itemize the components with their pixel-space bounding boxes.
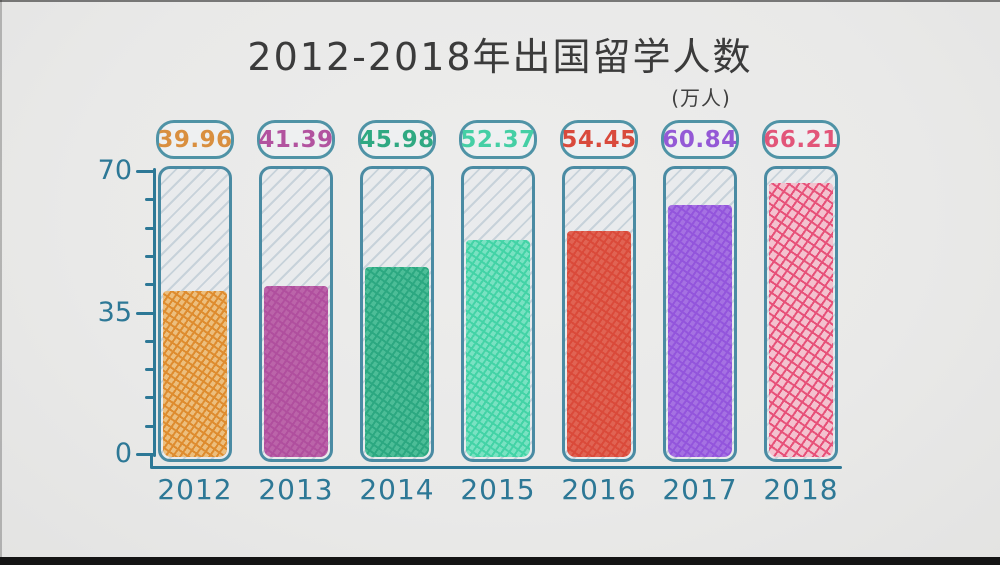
bar-group-2012: 39.96 2012 <box>155 120 235 506</box>
bar-group-2017: 60.84 2017 <box>660 120 740 506</box>
value-badge: 54.45 <box>560 120 638 159</box>
bar-tube <box>663 166 737 462</box>
frame-top-edge <box>0 0 1000 2</box>
bar-group-2016: 54.45 2016 <box>559 120 639 506</box>
year-label: 2012 <box>157 473 233 506</box>
value-label: 52.37 <box>460 126 536 153</box>
value-badge: 45.98 <box>358 120 436 159</box>
year-label: 2016 <box>561 473 637 506</box>
y-tick-label-70: 70 <box>97 155 132 186</box>
frame-left-edge <box>0 0 2 565</box>
year-label: 2017 <box>662 473 738 506</box>
bar-group-2015: 52.37 2015 <box>458 120 538 506</box>
bars-row: 39.96 2012 41.39 2013 45.98 2014 52.37 2… <box>155 120 841 506</box>
value-label: 60.84 <box>662 126 738 153</box>
bar-group-2014: 45.98 2014 <box>357 120 437 506</box>
year-label: 2014 <box>359 473 435 506</box>
value-badge: 60.84 <box>661 120 739 159</box>
bar-tube <box>259 166 333 462</box>
bar-tube <box>562 166 636 462</box>
year-label: 2018 <box>763 473 839 506</box>
bar-tube <box>360 166 434 462</box>
value-label: 45.98 <box>359 126 435 153</box>
bar-group-2018: 66.21 2018 <box>761 120 841 506</box>
value-badge: 41.39 <box>257 120 335 159</box>
x-axis-left-hook <box>150 453 153 468</box>
chart-title: 2012-2018年出国留学人数 <box>247 35 753 79</box>
bar-fill <box>668 204 732 457</box>
value-label: 54.45 <box>561 126 637 153</box>
bar-tube <box>461 166 535 462</box>
bar-fill <box>264 285 328 457</box>
value-badge: 39.96 <box>156 120 234 159</box>
bar-fill <box>769 182 833 457</box>
unit-label: (万人) <box>671 86 731 110</box>
bar-group-2013: 41.39 2013 <box>256 120 336 506</box>
bar-tube <box>158 166 232 462</box>
year-label: 2013 <box>258 473 334 506</box>
value-label: 41.39 <box>258 126 334 153</box>
value-label: 39.96 <box>157 126 233 153</box>
bar-fill <box>163 291 227 457</box>
value-badge: 52.37 <box>459 120 537 159</box>
year-label: 2015 <box>460 473 536 506</box>
y-tick-label-35: 35 <box>97 297 132 328</box>
y-tick-label-0: 0 <box>114 438 132 469</box>
bar-tube <box>764 166 838 462</box>
bar-fill <box>466 240 530 457</box>
value-label: 66.21 <box>763 126 839 153</box>
y-axis-ticks <box>136 0 156 565</box>
x-axis-line <box>150 466 842 469</box>
bar-fill <box>567 231 631 457</box>
value-badge: 66.21 <box>762 120 840 159</box>
frame-bottom-bar <box>0 557 1000 565</box>
bar-fill <box>365 266 429 457</box>
